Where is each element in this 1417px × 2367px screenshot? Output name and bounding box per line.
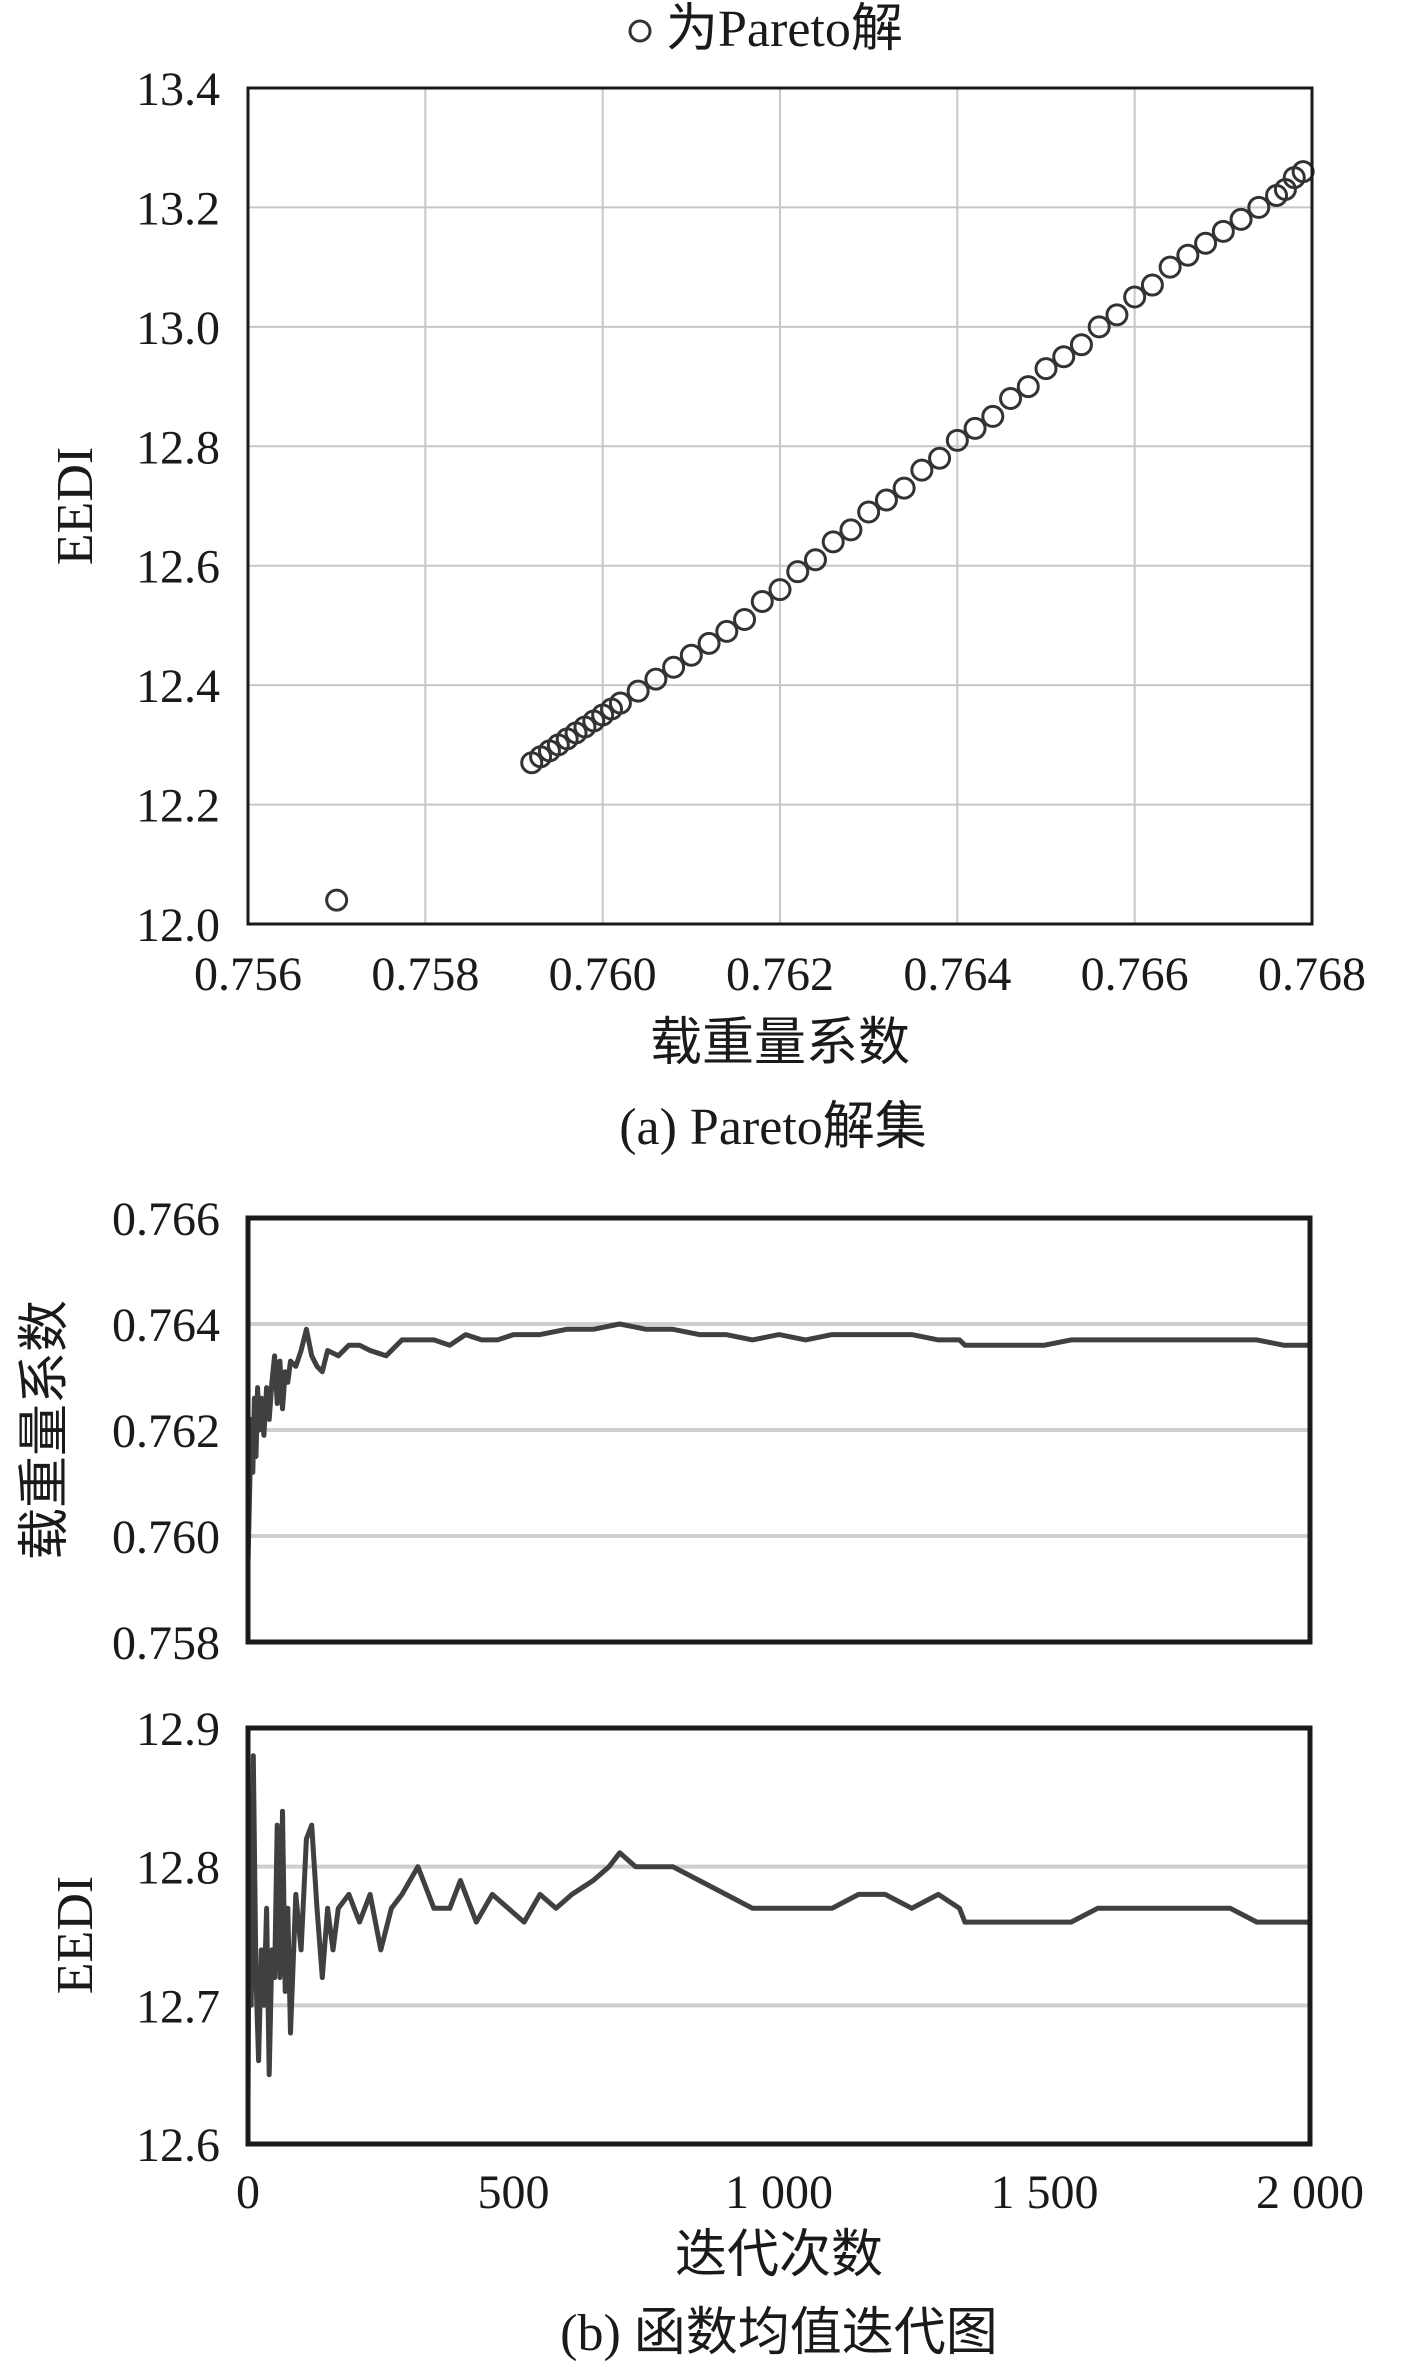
pareto-point: [892, 476, 916, 500]
pareto-point: [999, 387, 1023, 411]
pareto-point: [1123, 285, 1147, 309]
pareto-x-tick-labels: 0.756 0.758 0.760 0.762 0.764 0.766 0.768: [194, 948, 1366, 1001]
x-tick-label: 0.756: [194, 948, 302, 1001]
pareto-point: [1016, 375, 1040, 399]
eedi-y-axis-label: EEDI: [47, 1876, 104, 1994]
eedi-x-axis-label: 迭代次数: [675, 2227, 883, 2284]
eedi-y-tick-labels: 12.6 12.7 12.8 12.9: [136, 1703, 220, 2172]
y-tick-label: 12.0: [136, 899, 220, 952]
load-coefficient-plot-frame: [245, 1215, 1313, 1645]
pareto-plot-frame: [246, 86, 1314, 926]
eedi-trace: [245, 1753, 1310, 2103]
load-coefficient-grid: [248, 1216, 1310, 1644]
x-tick-label: 0.762: [726, 948, 834, 1001]
pareto-point: [768, 578, 792, 602]
pareto-grid: [247, 87, 1313, 925]
eedi-plot-frame: [245, 1725, 1313, 2147]
pareto-x-axis-label: 载重量系数: [650, 1015, 910, 1072]
x-tick-label: 500: [478, 2166, 550, 2219]
load-coefficient-y-axis-label: 载重量系数: [17, 1300, 74, 1560]
x-tick-label: 0.764: [903, 948, 1011, 1001]
pareto-point: [945, 428, 969, 452]
pareto-points: [325, 160, 1315, 912]
y-tick-label: 0.760: [112, 1511, 220, 1564]
y-tick-label: 12.8: [136, 1842, 220, 1895]
pareto-point: [715, 619, 739, 643]
pareto-point: [981, 404, 1005, 428]
iteration-chart-eedi: 0 500 1 000 1 500 2 000 12.6 12.7 12.8 12.9 EED…: [47, 1703, 1364, 2362]
pareto-point: [1052, 345, 1076, 369]
y-tick-label: 13.0: [136, 302, 220, 355]
legend-label: 为Pareto解: [666, 1, 903, 58]
y-tick-label: 0.758: [112, 1617, 220, 1670]
x-tick-label: 1 000: [725, 2166, 833, 2219]
pareto-point: [1194, 231, 1218, 255]
y-tick-label: 12.7: [136, 1980, 220, 2033]
pareto-point: [1069, 333, 1093, 357]
y-tick-label: 12.4: [136, 660, 220, 713]
y-tick-label: 0.762: [112, 1405, 220, 1458]
legend-marker: [628, 19, 652, 43]
load-coefficient-trace: [245, 1321, 1310, 1563]
pareto-point: [1211, 219, 1235, 243]
load-coefficient-y-tick-labels: 0.758 0.760 0.762 0.764 0.766: [112, 1193, 220, 1670]
x-tick-label: 0.768: [1258, 948, 1366, 1001]
pareto-point: [874, 488, 898, 512]
pareto-point: [821, 530, 845, 554]
iteration-caption: (b) 函数均值迭代图: [560, 2305, 998, 2362]
pareto-point: [1140, 273, 1164, 297]
y-tick-label: 12.8: [136, 421, 220, 474]
x-tick-label: 0.760: [549, 948, 657, 1001]
pareto-point: [928, 446, 952, 470]
pareto-point: [1087, 315, 1111, 339]
y-tick-label: 13.4: [136, 63, 220, 116]
pareto-point: [1229, 207, 1253, 231]
pareto-point: [857, 500, 881, 524]
pareto-point: [839, 518, 863, 542]
pareto-point: [750, 590, 774, 614]
y-tick-label: 0.766: [112, 1193, 220, 1246]
pareto-point: [963, 416, 987, 440]
eedi-x-tick-labels: 0 500 1 000 1 500 2 000: [236, 2166, 1364, 2219]
y-tick-label: 12.9: [136, 1703, 220, 1756]
y-tick-label: 12.2: [136, 780, 220, 833]
pareto-y-tick-labels: 12.0 12.2 12.4 12.6 12.8 13.0 13.2 13.4: [136, 63, 220, 952]
pareto-point: [1034, 357, 1058, 381]
eedi-grid: [248, 1726, 1310, 2146]
pareto-y-axis-label: EEDI: [47, 447, 104, 565]
x-tick-label: 0.766: [1081, 948, 1189, 1001]
y-tick-label: 0.764: [112, 1299, 220, 1352]
x-tick-label: 0.758: [371, 948, 479, 1001]
pareto-point: [803, 548, 827, 572]
iteration-chart-load-coefficient: 0.758 0.760 0.762 0.764 0.766 载重量系数: [17, 1193, 1313, 1670]
pareto-point: [1105, 303, 1129, 327]
pareto-point: [608, 691, 632, 715]
x-tick-label: 2 000: [1256, 2166, 1364, 2219]
pareto-point: [644, 667, 668, 691]
x-tick-label: 1 500: [991, 2166, 1099, 2219]
pareto-point: [679, 643, 703, 667]
pareto-caption: (a) Pareto解集: [619, 1099, 927, 1156]
y-tick-label: 12.6: [136, 541, 220, 594]
y-tick-label: 13.2: [136, 182, 220, 235]
pareto-point: [910, 458, 934, 482]
pareto-point: [733, 607, 757, 631]
y-tick-label: 12.6: [136, 2119, 220, 2172]
pareto-point: [697, 631, 721, 655]
pareto-point: [1158, 255, 1182, 279]
pareto-point: [1247, 195, 1271, 219]
pareto-point: [786, 560, 810, 584]
x-tick-label: 0: [236, 2166, 260, 2219]
pareto-point: [325, 888, 349, 912]
pareto-point: [662, 655, 686, 679]
pareto-point: [626, 679, 650, 703]
pareto-point: [1176, 243, 1200, 267]
pareto-chart: 0.756 0.758 0.760 0.762 0.764 0.766 0.768 12.0…: [47, 1, 1366, 1156]
